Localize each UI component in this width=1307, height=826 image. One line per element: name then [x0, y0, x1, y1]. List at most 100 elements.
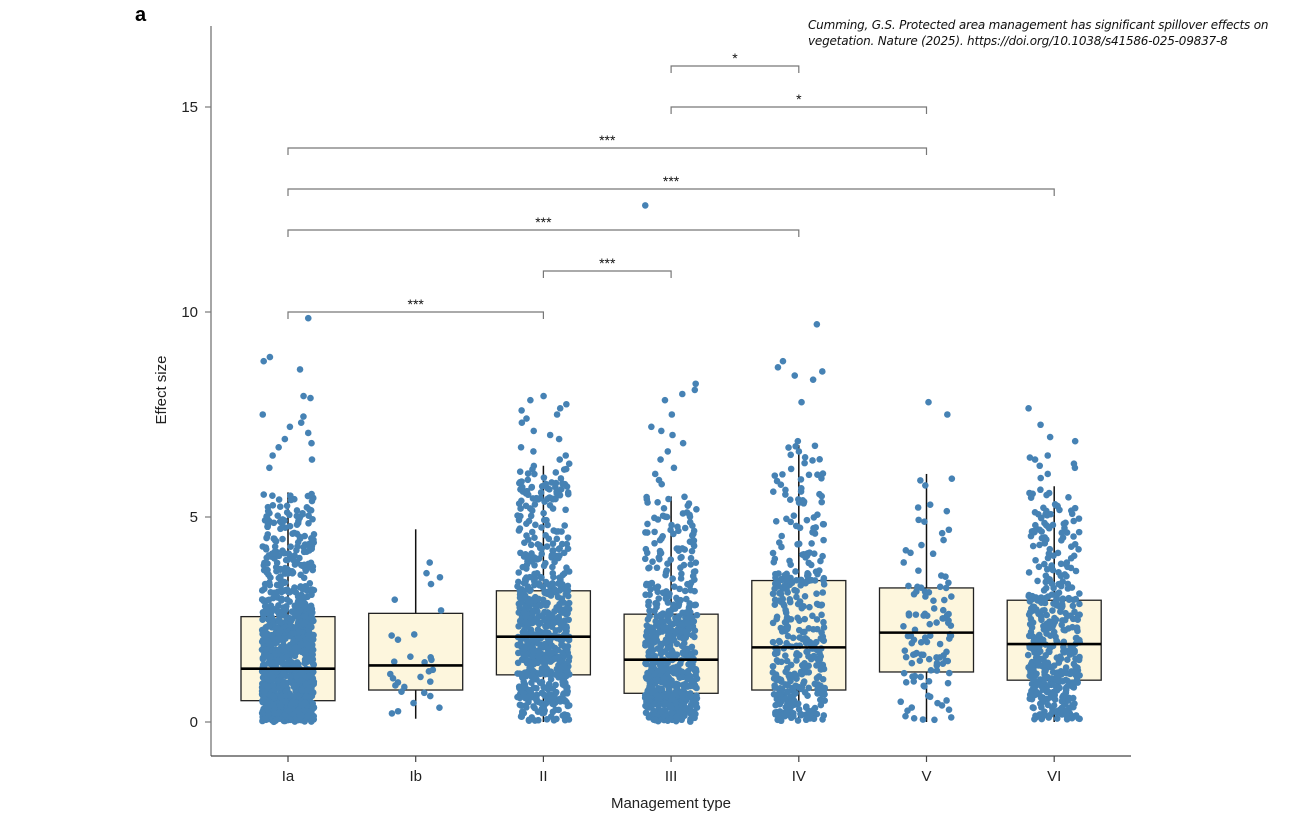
data-point: [1025, 569, 1033, 576]
data-point: [769, 638, 777, 646]
data-point: [790, 512, 798, 519]
data-point: [945, 579, 952, 587]
data-point: [782, 681, 789, 688]
data-point: [945, 706, 953, 714]
data-point: [919, 716, 927, 723]
data-point: [811, 442, 819, 450]
data-point: [918, 541, 925, 549]
data-point: [810, 706, 817, 714]
data-point: [304, 631, 312, 639]
data-point: [905, 612, 913, 619]
significance-label: ***: [535, 214, 552, 230]
data-point: [565, 653, 573, 661]
data-point: [523, 415, 530, 422]
data-point: [817, 602, 825, 609]
data-point: [794, 717, 802, 724]
data-point: [936, 583, 944, 591]
data-point: [656, 547, 664, 555]
data-point: [650, 707, 658, 715]
data-point: [552, 671, 559, 678]
data-point: [1037, 486, 1044, 494]
data-point: [263, 554, 271, 561]
data-point: [689, 713, 697, 720]
data-point: [538, 550, 546, 558]
data-point: [531, 534, 538, 541]
data-point: [299, 509, 306, 517]
data-point: [264, 503, 272, 511]
data-point: [269, 682, 277, 689]
data-point: [289, 556, 297, 564]
data-point: [669, 575, 676, 583]
data-point: [682, 634, 690, 641]
data-point: [1056, 677, 1064, 685]
data-point: [275, 496, 283, 503]
significance-label: *: [732, 50, 738, 66]
data-point: [556, 601, 563, 608]
data-point: [648, 637, 656, 645]
data-point: [285, 707, 292, 714]
data-point: [1053, 715, 1061, 722]
data-point: [410, 699, 417, 707]
data-point: [649, 688, 656, 696]
data-point: [784, 632, 792, 640]
data-point: [819, 589, 827, 596]
data-point: [819, 368, 826, 375]
data-point: [1049, 521, 1057, 529]
data-point: [797, 476, 805, 483]
data-point: [1039, 686, 1047, 694]
data-point: [676, 708, 684, 716]
data-point: [521, 539, 528, 546]
data-point: [1046, 648, 1053, 656]
data-point: [788, 579, 796, 587]
data-point: [778, 628, 786, 635]
data-point: [1057, 560, 1065, 568]
data-point: [515, 500, 523, 507]
data-point: [264, 702, 272, 710]
data-point: [262, 646, 270, 653]
data-point: [530, 448, 537, 455]
data-point: [516, 591, 524, 598]
data-point: [289, 569, 297, 576]
data-point: [1071, 437, 1079, 445]
data-point: [271, 543, 279, 550]
data-point: [782, 606, 789, 614]
data-point: [646, 591, 653, 599]
data-point: [308, 439, 315, 447]
data-point: [562, 452, 570, 459]
data-point: [659, 512, 667, 520]
data-point: [791, 372, 799, 379]
data-point: [921, 518, 928, 526]
data-point: [530, 658, 538, 665]
data-point: [681, 628, 689, 636]
data-point: [1030, 704, 1037, 712]
data-point: [1059, 595, 1067, 602]
x-tick-label: Ia: [282, 768, 295, 785]
data-point: [266, 464, 273, 472]
data-point: [524, 470, 532, 477]
data-point: [298, 600, 305, 608]
data-point: [517, 687, 525, 695]
data-point: [1046, 576, 1054, 583]
data-point: [1066, 646, 1074, 653]
data-point: [925, 589, 933, 596]
data-point: [292, 644, 300, 651]
data-point: [1036, 711, 1044, 718]
data-point: [1073, 624, 1081, 631]
data-point: [541, 608, 548, 616]
data-point: [542, 700, 550, 707]
data-point: [819, 636, 827, 644]
data-point: [774, 364, 782, 371]
x-axis-title: Management type: [611, 795, 731, 812]
data-point: [931, 716, 938, 724]
data-point: [646, 564, 653, 571]
data-point: [271, 624, 279, 631]
data-point: [687, 586, 695, 594]
data-point: [515, 600, 523, 608]
data-point: [819, 520, 827, 528]
data-point: [269, 692, 277, 700]
data-point: [670, 583, 678, 590]
data-point: [565, 636, 573, 644]
data-point: [798, 670, 806, 678]
data-point: [783, 614, 791, 621]
data-point: [693, 692, 700, 699]
